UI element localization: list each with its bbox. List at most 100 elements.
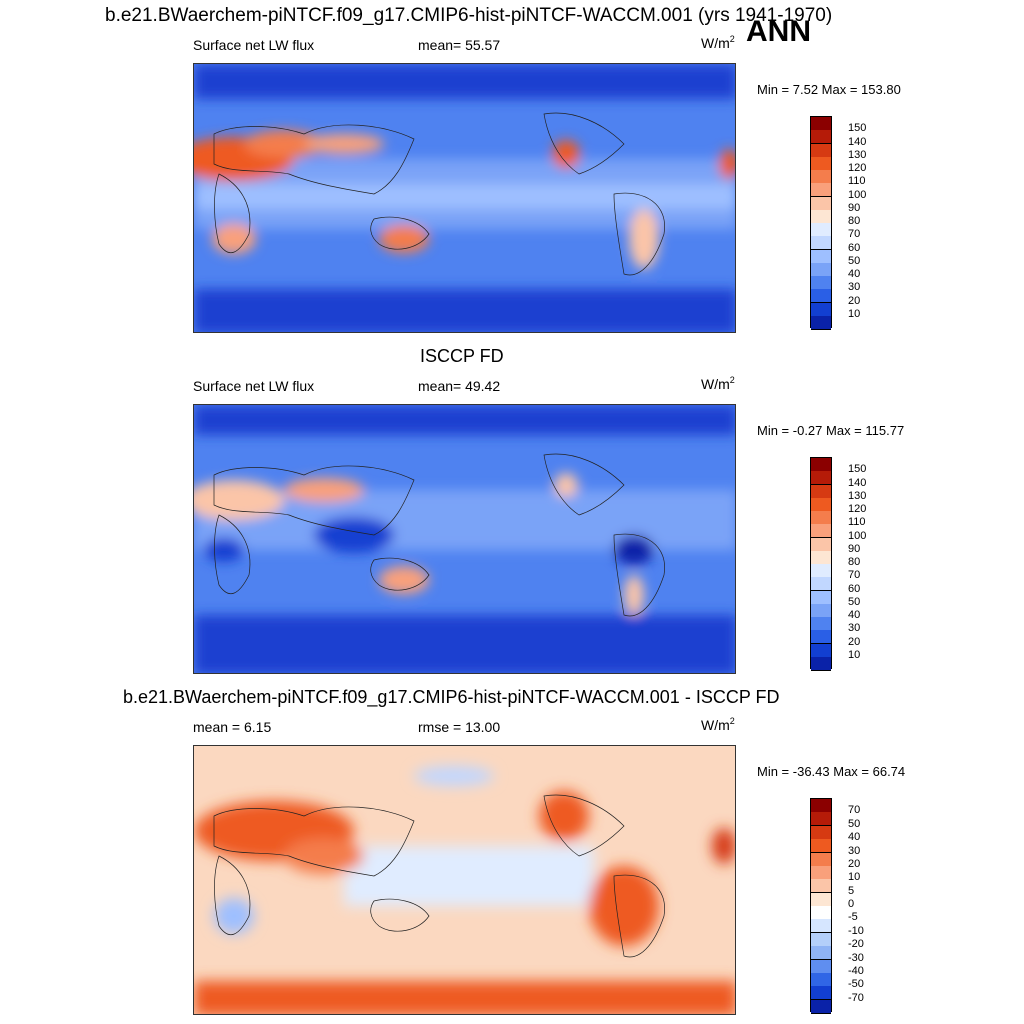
obs-map <box>194 405 735 673</box>
colorbar-tick-label: 100 <box>848 188 867 201</box>
colorbar-segment <box>811 865 831 880</box>
panel1-units: W/m2 <box>701 34 735 51</box>
colorbar-segment <box>811 511 831 525</box>
colorbar-segment <box>811 919 831 934</box>
season-label: ANN <box>746 15 811 48</box>
colorbar-segment <box>811 932 831 947</box>
colorbar-segment <box>811 906 831 920</box>
colorbar-tick-label: 80 <box>848 556 861 568</box>
colorbar-tick-label: 50 <box>848 817 861 830</box>
colorbar-tick-label: -30 <box>848 951 864 964</box>
colorbar-segment <box>811 839 831 854</box>
model-colorbar: 150 140 130 120 110 100 90 80 70 60 50 40 30 20 10 <box>810 116 866 330</box>
colorbar-tick-label: -20 <box>848 938 864 951</box>
colorbar-frame <box>810 457 832 671</box>
model-map-panel <box>193 63 736 333</box>
colorbar-tick-label: -40 <box>848 964 864 977</box>
colorbar-segment <box>811 852 831 867</box>
colorbar-tick-label: 20 <box>848 857 861 870</box>
colorbar-tick-label: 30 <box>848 622 861 635</box>
colorbar-tick-label: -5 <box>848 911 858 924</box>
colorbar-tick-label: 60 <box>848 241 861 254</box>
colorbar-segment <box>811 484 831 499</box>
colorbar-tick-label: 0 <box>848 898 855 910</box>
colorbar-tick-label: 120 <box>848 503 867 515</box>
colorbar-segment <box>811 471 831 486</box>
colorbar-segment <box>811 315 831 330</box>
colorbar-segment <box>811 130 831 145</box>
colorbar-segment <box>811 617 831 631</box>
panel2-min-max: Min = -0.27 Max = 115.77 <box>757 423 905 438</box>
colorbar-segment <box>811 236 831 251</box>
colorbar-segment <box>811 458 831 472</box>
colorbar-segment <box>811 799 831 813</box>
colorbar-segment <box>811 643 831 658</box>
colorbar-tick-label: 30 <box>848 844 861 857</box>
panel3-mean: mean = 6.15 <box>193 719 272 735</box>
colorbar-segment <box>811 550 831 565</box>
colorbar-tick-label: 90 <box>848 542 861 555</box>
colorbar-segment <box>811 656 831 671</box>
diff-map-panel <box>193 745 736 1015</box>
colorbar-tick-label: 70 <box>848 804 861 817</box>
panel3-min-max: Min = -36.43 Max = 66.74 <box>757 764 906 779</box>
colorbar-tick-label: -10 <box>848 924 864 937</box>
colorbar-segment <box>811 577 831 592</box>
obs-map-panel <box>193 404 736 674</box>
panel2-title: ISCCP FD <box>420 346 504 366</box>
panel1-min-max: Min = 7.52 Max = 153.80 <box>757 82 901 97</box>
colorbar-tick-label: 140 <box>848 135 867 148</box>
colorbar-tick-label: 10 <box>848 871 861 884</box>
colorbar-segment <box>811 262 831 277</box>
model-map <box>194 64 735 332</box>
colorbar-segment <box>811 143 831 158</box>
colorbar-segment <box>811 497 831 512</box>
colorbar-tick-label: 130 <box>848 489 867 502</box>
diff-map <box>194 746 735 1014</box>
colorbar-tick-label: 90 <box>848 201 861 214</box>
colorbar-segment <box>811 196 831 211</box>
diff-colorbar: 70 50 40 30 20 10 5 0 -5 -10 -20 -30 -40 -50 -70 <box>810 798 864 1014</box>
colorbar-tick-label: 10 <box>848 307 861 320</box>
colorbar-tick-label: 130 <box>848 148 867 161</box>
colorbar-segment <box>811 959 831 974</box>
colorbar-tick-label: 100 <box>848 529 867 542</box>
colorbar-tick-label: 60 <box>848 582 861 595</box>
colorbar-tick-label: 150 <box>848 122 867 135</box>
colorbar-segment <box>811 825 831 840</box>
colorbar-segment <box>811 117 831 131</box>
model-coastlines <box>213 112 665 276</box>
colorbar-tick-label: 110 <box>848 516 866 529</box>
colorbar-segment <box>811 879 831 894</box>
panel2-units: W/m2 <box>701 375 735 392</box>
colorbar-tick-label: 120 <box>848 162 867 174</box>
colorbar-segment <box>811 183 831 198</box>
obs-colorbar: 150 140 130 120 110 100 90 80 70 60 50 40 30 20 10 <box>810 457 866 671</box>
colorbar-tick-label: 20 <box>848 294 861 307</box>
colorbar-segment <box>811 812 831 827</box>
colorbar-segment <box>811 302 831 317</box>
colorbar-segment <box>811 590 831 605</box>
colorbar-segment <box>811 249 831 264</box>
panel3-units: W/m2 <box>701 716 735 733</box>
colorbar-segment <box>811 156 831 171</box>
colorbar-tick-label: 40 <box>848 268 861 280</box>
colorbar-segment <box>811 999 831 1014</box>
colorbar-segment <box>811 564 831 578</box>
colorbar-frame <box>810 116 832 330</box>
colorbar-segment <box>811 603 831 618</box>
colorbar-tick-label: -50 <box>848 978 864 991</box>
colorbar-segment <box>811 537 831 552</box>
colorbar-tick-label: 80 <box>848 215 861 227</box>
colorbar-tick-label: 5 <box>848 884 855 897</box>
colorbar-segment <box>811 289 831 304</box>
diff-coastlines <box>213 794 665 958</box>
colorbar-tick-label: 30 <box>848 281 861 294</box>
panel1-mean: mean= 55.57 <box>418 37 501 53</box>
colorbar-segment <box>811 170 831 184</box>
colorbar-segment <box>811 223 831 237</box>
panel3-rmse: rmse = 13.00 <box>418 719 501 735</box>
colorbar-tick-label: -70 <box>848 991 864 1004</box>
colorbar-tick-label: 10 <box>848 648 861 661</box>
panel2-variable: Surface net LW flux <box>193 378 315 394</box>
